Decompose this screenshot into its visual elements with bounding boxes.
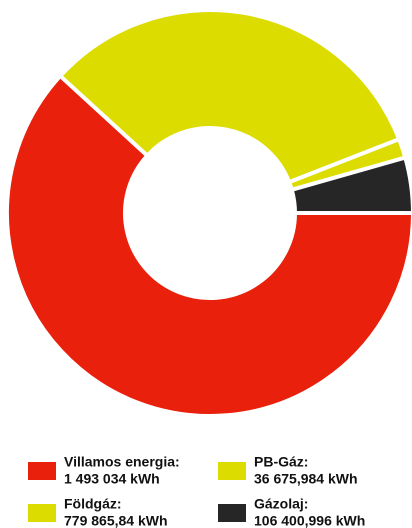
donut-slice	[5, 73, 412, 418]
legend-swatch	[28, 504, 56, 522]
donut-slice	[289, 155, 412, 215]
legend-swatch	[218, 462, 246, 480]
legend-label: PB-Gáz:	[254, 454, 308, 470]
legend-swatch	[218, 504, 246, 522]
legend-value: 106 400,996 kWh	[254, 513, 365, 528]
legend-value: 36 675,984 kWh	[254, 471, 358, 487]
donut-slice	[57, 8, 402, 185]
legend-swatch	[28, 462, 56, 480]
legend-value: 1 493 034 kWh	[64, 471, 160, 487]
legend-label: Földgáz:	[64, 496, 122, 512]
legend-label: Villamos energia:	[64, 454, 180, 470]
legend-label: Gázolaj:	[254, 496, 308, 512]
legend-value: 779 865,84 kWh	[64, 513, 168, 528]
